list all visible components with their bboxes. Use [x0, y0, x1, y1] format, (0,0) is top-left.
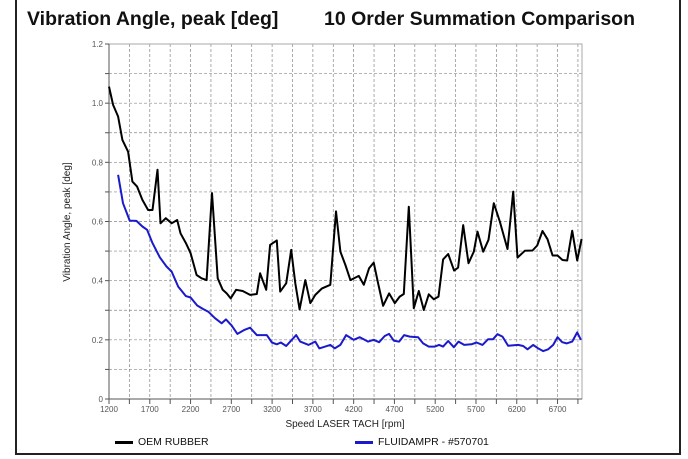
y-tick-label: 0.6	[92, 218, 104, 227]
y-tick-label: 1.0	[92, 99, 104, 108]
chart-frame	[15, 0, 681, 455]
x-tick-label: 2700	[222, 405, 240, 414]
y-tick-label: 1.2	[92, 40, 104, 49]
x-tick-label: 4700	[386, 405, 404, 414]
x-tick-label: 6700	[549, 405, 567, 414]
legend-swatch-blue	[355, 440, 373, 444]
x-tick-label: 5700	[467, 405, 485, 414]
x-tick-label: 2200	[182, 405, 200, 414]
legend-label: OEM RUBBER	[138, 436, 209, 448]
chart-title-right: 10 Order Summation Comparison	[324, 8, 635, 30]
x-tick-label: 1200	[100, 405, 118, 414]
legend-item-oem-rubber: OEM RUBBER	[115, 436, 209, 448]
chart-title-left: Vibration Angle, peak [deg]	[27, 8, 279, 30]
legend-swatch-black	[115, 440, 133, 444]
y-tick-label: 0.4	[92, 277, 104, 286]
y-tick-label: 0	[99, 395, 104, 404]
x-tick-label: 5200	[426, 405, 444, 414]
x-tick-label: 3200	[263, 405, 281, 414]
series-line-oem-rubber	[108, 86, 583, 311]
x-tick-label: 6200	[508, 405, 526, 414]
legend-item-fluidampr: FLUIDAMPR - #570701	[355, 436, 489, 448]
x-tick-label: 4200	[345, 405, 363, 414]
x-tick-label: 1700	[141, 405, 159, 414]
y-tick-label: 0.2	[92, 336, 104, 345]
y-axis-label: Vibration Angle, peak [deg]	[62, 162, 73, 282]
x-tick-label: 3700	[304, 405, 322, 414]
y-tick-label: 0.8	[92, 158, 104, 167]
series-line-fluidampr	[117, 174, 582, 353]
legend-label: FLUIDAMPR - #570701	[378, 436, 489, 448]
x-axis-label: Speed LASER TACH [rpm]	[285, 419, 404, 430]
